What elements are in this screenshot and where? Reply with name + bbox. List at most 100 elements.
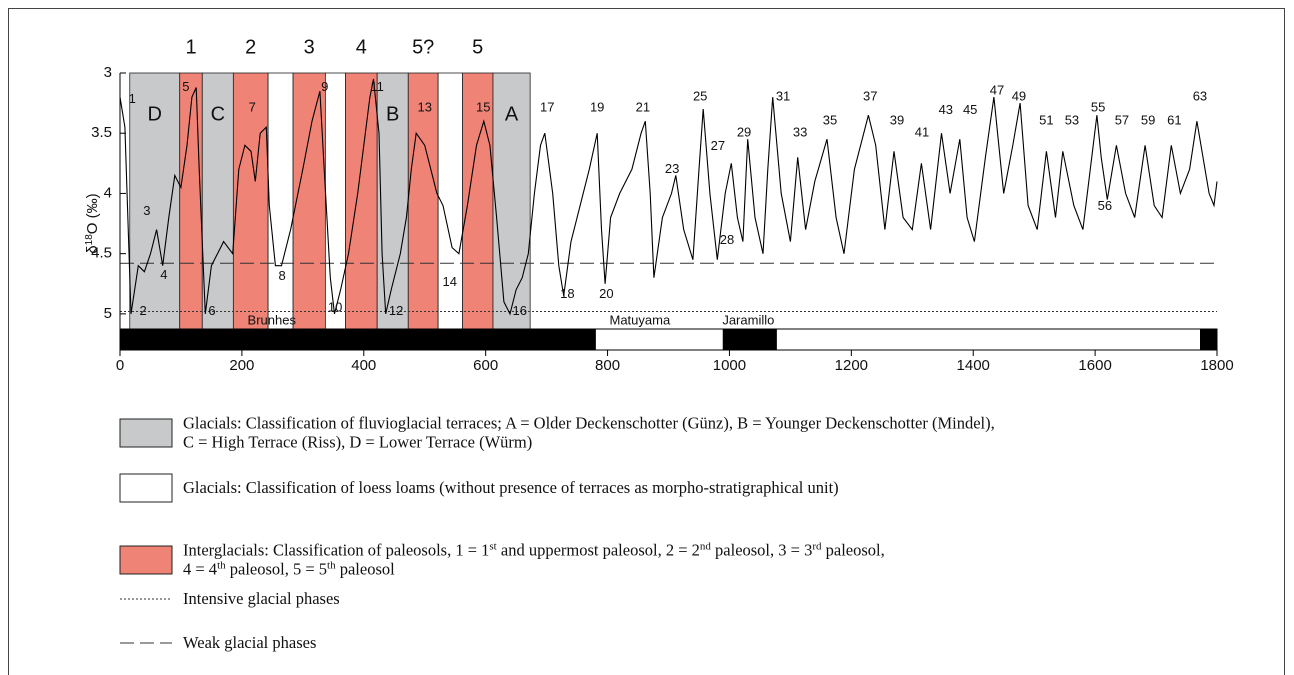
frame (8, 8, 1285, 675)
stage-label: 33 (793, 125, 807, 140)
legend-superscript: th (217, 560, 226, 572)
stage-label: 29 (737, 125, 751, 140)
legend-text-part: paleosol, 3 = 3 (711, 541, 812, 560)
y-tick-label: 3 (104, 64, 112, 81)
band-letter: D (148, 103, 162, 125)
stage-label: 20 (599, 286, 613, 301)
stage-label: 9 (321, 79, 328, 94)
paleosol-number: 5? (412, 36, 434, 58)
band (267, 72, 294, 330)
stage-label: 45 (963, 102, 977, 117)
x-tick-label: 1000 (713, 357, 746, 374)
stage-label: 19 (590, 99, 604, 114)
stage-label: 15 (476, 99, 490, 114)
legend-swatch (119, 418, 173, 448)
band-letter: A (505, 103, 519, 125)
y-tick-label: 4 (104, 184, 112, 201)
stage-label: 18 (560, 286, 574, 301)
stage-label: 49 (1012, 89, 1026, 104)
stage-label: 21 (636, 99, 650, 114)
band (345, 72, 378, 330)
stage-label: 63 (1193, 89, 1207, 104)
legend-text-part: Glacials: Classification of loess loams … (183, 478, 839, 497)
stage-label: 8 (278, 268, 285, 283)
paleosol-number: 2 (245, 36, 256, 58)
stage-label: 4 (160, 267, 167, 282)
x-tick-label: 200 (229, 357, 254, 374)
legend-text: Glacials: Classification of loess loams … (183, 478, 839, 497)
band-letter: B (386, 103, 399, 125)
band (179, 72, 203, 330)
paleosol-number: 3 (304, 36, 315, 58)
polarity-label: Jaramillo (722, 312, 774, 327)
stage-label: 27 (711, 138, 725, 153)
y-tick-label: 5 (104, 305, 112, 322)
stage-label: 25 (693, 89, 707, 104)
paleosol-number: 1 (185, 36, 196, 58)
band (407, 72, 439, 330)
stage-label: 17 (540, 99, 554, 114)
stage-label: 47 (990, 83, 1004, 98)
stage-label: 55 (1091, 99, 1105, 114)
legend-text: C = High Terrace (Riss), D = Lower Terra… (183, 433, 532, 452)
x-tick-label: 1200 (835, 357, 868, 374)
y-axis-label: δ18O (‰) (84, 193, 102, 253)
d18o-curve (119, 78, 1218, 316)
band (492, 72, 531, 330)
stage-label: 16 (513, 303, 527, 318)
x-tick-label: 400 (351, 357, 376, 374)
stage-label: 61 (1167, 113, 1181, 128)
polarity-chron (119, 328, 596, 351)
stage-label: 6 (208, 303, 215, 318)
polarity-label: Matuyama (610, 312, 671, 327)
stage-label: 2 (140, 303, 147, 318)
legend-text-part: Weak glacial phases (183, 633, 316, 652)
stage-label: 41 (915, 125, 929, 140)
stage-label: 53 (1065, 113, 1079, 128)
stage-label: 56 (1098, 198, 1112, 213)
polarity-chron (594, 328, 724, 351)
legend-text: Weak glacial phases (183, 633, 316, 652)
stage-label: 13 (417, 99, 431, 114)
stage-label: 11 (370, 79, 384, 94)
legend-text: Glacials: Classification of fluvioglacia… (183, 414, 995, 433)
legend-text-part: Intensive glacial phases (183, 589, 340, 608)
legend-text-part: paleosol, 5 = 5 (226, 560, 327, 579)
stage-label: 3 (143, 203, 150, 218)
legend-text-part: Glacials: Classification of fluvioglacia… (183, 414, 995, 433)
stage-label: 39 (890, 113, 904, 128)
legend-superscript: th (327, 560, 336, 572)
polarity-chron (722, 328, 777, 351)
legend-text: Intensive glacial phases (183, 589, 340, 608)
y-axis-label-part: 18 (84, 234, 95, 246)
legend-superscript: rd (812, 541, 822, 553)
x-tick-label: 0 (116, 357, 124, 374)
stage-label: 23 (665, 161, 679, 176)
x-tick-label: 600 (473, 357, 498, 374)
paleosol-number: 5 (472, 36, 483, 58)
polarity-chron (1200, 328, 1218, 351)
stage-label: 28 (720, 232, 734, 247)
stage-label: 57 (1115, 113, 1129, 128)
stage-label: 51 (1039, 113, 1053, 128)
legend-text-part: and uppermost paleosol, 2 = 2 (497, 541, 700, 560)
stage-label: 59 (1141, 113, 1155, 128)
stage-label: 10 (328, 299, 342, 314)
legend-text-part: paleosol (336, 560, 396, 579)
x-tick-label: 1400 (957, 357, 990, 374)
stage-label: 35 (823, 113, 837, 128)
legend-text: Interglacials: Classification of paleoso… (183, 541, 885, 560)
legend-swatch (119, 473, 173, 503)
band (324, 72, 346, 330)
legend-swatch (119, 545, 173, 575)
stage-label: 12 (389, 303, 403, 318)
band (201, 72, 234, 330)
x-tick-label: 1600 (1078, 357, 1111, 374)
legend-superscript: nd (700, 541, 712, 553)
legend-text-part: paleosol, (822, 541, 885, 560)
y-tick-label: 3.5 (91, 124, 112, 141)
band-letter: C (211, 103, 225, 125)
paleosol-number: 4 (356, 36, 367, 58)
stage-label: 5 (182, 79, 189, 94)
